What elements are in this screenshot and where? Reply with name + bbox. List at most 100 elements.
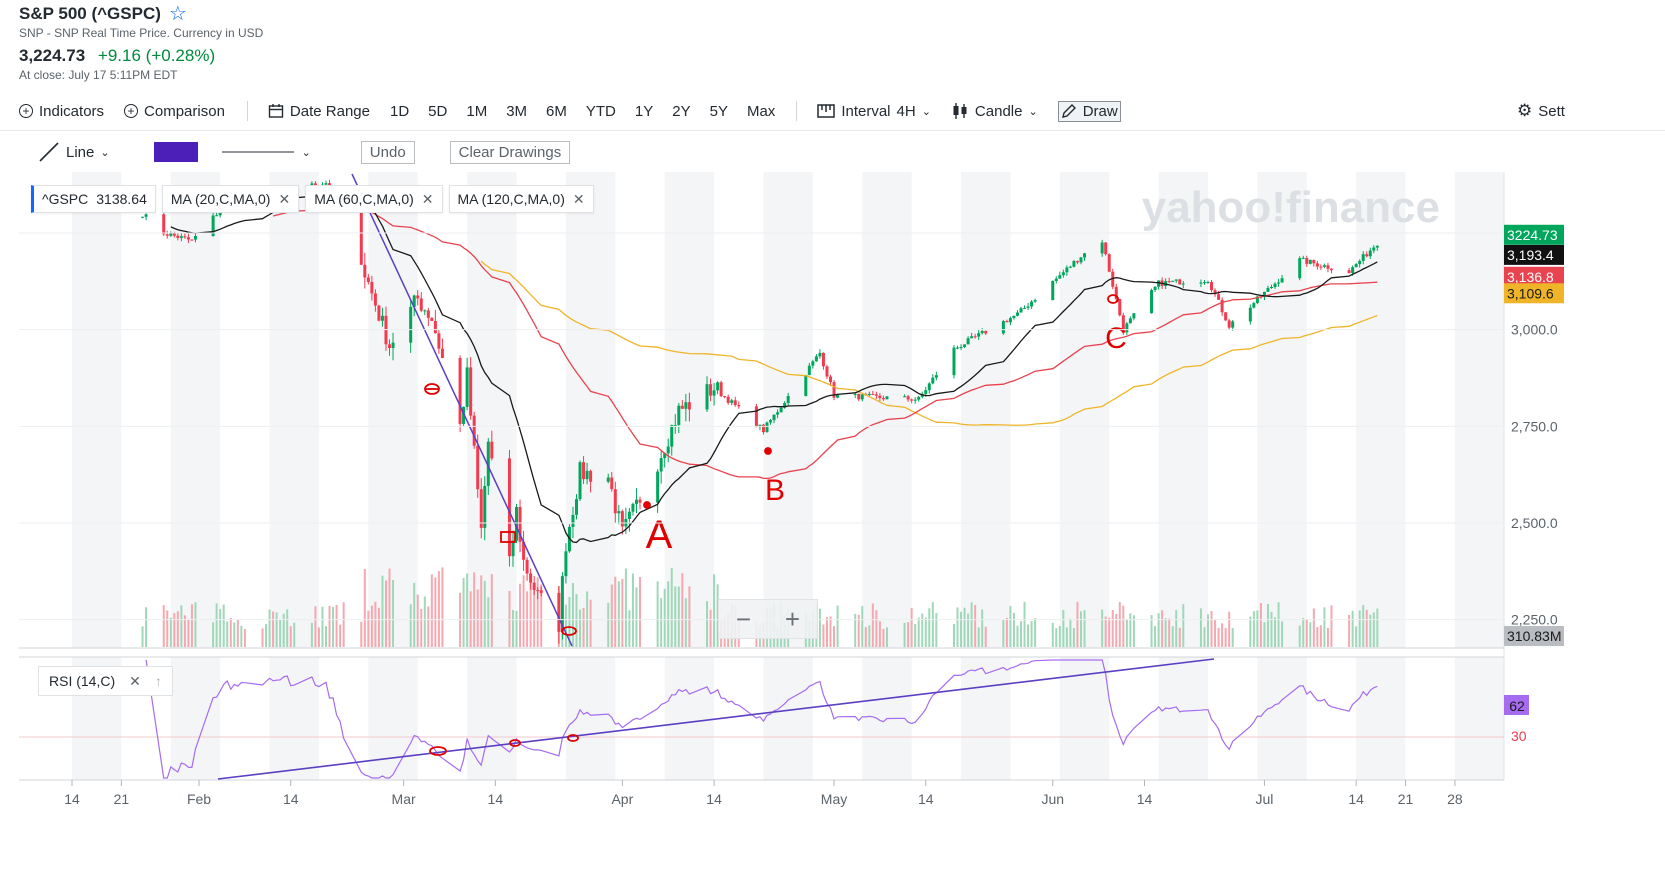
candle-body xyxy=(677,405,681,425)
candle-body xyxy=(211,215,215,237)
volume-bar xyxy=(367,610,370,647)
candle-body xyxy=(1351,267,1355,274)
close-icon[interactable]: ✕ xyxy=(572,190,585,207)
candle-body xyxy=(829,376,833,383)
candle-body xyxy=(1298,258,1302,279)
range-max[interactable]: Max xyxy=(746,102,776,120)
price-tick: 2,500.0 xyxy=(1511,515,1558,531)
range-1y[interactable]: 1Y xyxy=(634,102,654,120)
candle-body xyxy=(515,506,519,541)
volume-bar xyxy=(1164,618,1167,647)
zoom-out-icon[interactable]: − xyxy=(735,603,752,634)
volume-bar xyxy=(582,607,585,647)
rsi-trend-drawing[interactable] xyxy=(217,658,1215,780)
volume-bar xyxy=(1016,625,1019,647)
star-icon[interactable]: ☆ xyxy=(168,3,187,25)
x-axis: 14 21 Feb 14 Mar 14 Apr 14 May 14 Jun 14 Jul 14 21 28 xyxy=(64,780,1463,807)
candle-body xyxy=(709,384,713,396)
candle-body xyxy=(525,559,529,574)
range-2y[interactable]: 2Y xyxy=(672,102,691,120)
volume-bar xyxy=(282,613,285,647)
ma120-pill[interactable]: MA (120,C,MA,0) ✕ xyxy=(448,185,594,213)
candles xyxy=(141,179,1379,644)
candle-body xyxy=(172,233,176,236)
volume-bar xyxy=(1217,627,1220,647)
volume-bar xyxy=(519,583,522,647)
candle-body xyxy=(705,384,709,410)
range-1m[interactable]: 1M xyxy=(466,102,488,120)
stroke-line-icon xyxy=(221,151,294,153)
candle-body xyxy=(1231,321,1235,328)
draw-color-swatch[interactable] xyxy=(153,142,198,162)
candle-body xyxy=(814,356,818,362)
range-1d[interactable]: 1D xyxy=(389,102,410,120)
range-5y[interactable]: 5Y xyxy=(709,102,728,120)
interval-button[interactable]: Interval 4H ⌄ xyxy=(817,103,931,120)
candle-body xyxy=(984,330,988,334)
candle-body xyxy=(162,214,166,235)
comparison-button[interactable]: + Comparison xyxy=(124,103,225,120)
ma60-pill[interactable]: MA (60,C,MA,0) ✕ xyxy=(305,185,443,213)
gear-icon: ⚙ xyxy=(1517,101,1533,120)
symbol-title: S&P 500 (^GSPC) xyxy=(19,4,161,23)
plus-circle-icon: + xyxy=(19,104,33,118)
candle-body xyxy=(1132,313,1136,319)
volume-bar xyxy=(667,581,670,647)
symbol-pill[interactable]: ^GSPC 3138.64 xyxy=(31,185,156,213)
ma20-pill[interactable]: MA (20,C,MA,0) ✕ xyxy=(161,185,300,213)
range-5d[interactable]: 5D xyxy=(428,102,448,120)
volume-bar xyxy=(1365,609,1368,647)
candle-body xyxy=(440,348,444,358)
stroke-style-select[interactable]: ⌄ xyxy=(221,146,311,159)
indicators-button[interactable]: + Indicators xyxy=(19,103,104,120)
range-3m[interactable]: 3M xyxy=(506,102,528,120)
volume-bar xyxy=(1182,604,1185,647)
close-icon[interactable]: ✕ xyxy=(421,190,434,207)
range-ytd[interactable]: YTD xyxy=(585,102,616,120)
candle-body xyxy=(363,264,367,278)
x-tick-label: Feb xyxy=(187,791,211,807)
annotation-c: C xyxy=(1105,322,1127,355)
volume-bar xyxy=(508,590,511,647)
downtrend-drawing[interactable] xyxy=(351,173,573,647)
volume-bar xyxy=(162,605,165,647)
undo-button[interactable]: Undo xyxy=(360,140,415,164)
settings-button[interactable]: ⚙ Sett xyxy=(1517,101,1565,121)
rsi-legend[interactable]: RSI (14,C) ✕ ↑ xyxy=(38,666,173,696)
date-range-button[interactable]: Date Range xyxy=(268,103,370,120)
candle-body xyxy=(719,382,723,397)
close-icon[interactable]: ✕ xyxy=(129,672,141,689)
close-icon[interactable]: ✕ xyxy=(278,190,291,207)
chart-type-button[interactable]: Candle ⌄ xyxy=(951,102,1038,120)
zoom-in-icon[interactable]: + xyxy=(784,603,801,634)
line-tool-button[interactable]: Line ⌄ xyxy=(38,141,110,163)
volume-bar xyxy=(1199,608,1202,647)
candle-body xyxy=(1033,300,1037,302)
volume-bar xyxy=(935,613,938,647)
clear-drawings-button[interactable]: Clear Drawings xyxy=(449,140,571,164)
candle-body xyxy=(560,576,564,632)
week-band xyxy=(1356,657,1406,780)
volume-bar xyxy=(1323,607,1326,647)
candle-body xyxy=(687,402,691,410)
candle-body xyxy=(1280,278,1284,283)
range-6m[interactable]: 6M xyxy=(546,102,567,120)
rsi-label: RSI (14,C) xyxy=(49,673,116,689)
draw-button[interactable]: Draw xyxy=(1057,100,1121,122)
volume-bar xyxy=(1161,610,1164,647)
x-tick-label: 14 xyxy=(283,791,299,807)
volume-bar xyxy=(169,617,172,647)
week-band xyxy=(1356,172,1406,648)
volume-bar xyxy=(176,611,179,647)
volume-bar xyxy=(145,607,148,647)
volume-bar xyxy=(1009,606,1012,647)
volume-bar xyxy=(1231,627,1234,647)
candle-body xyxy=(1329,268,1333,271)
candle-body xyxy=(430,317,434,321)
arrow-up-icon[interactable]: ↑ xyxy=(154,673,162,689)
volume-bar xyxy=(1305,619,1308,647)
volume-bar xyxy=(1348,614,1351,647)
candle-body xyxy=(518,506,522,542)
candle-body xyxy=(1213,290,1217,295)
